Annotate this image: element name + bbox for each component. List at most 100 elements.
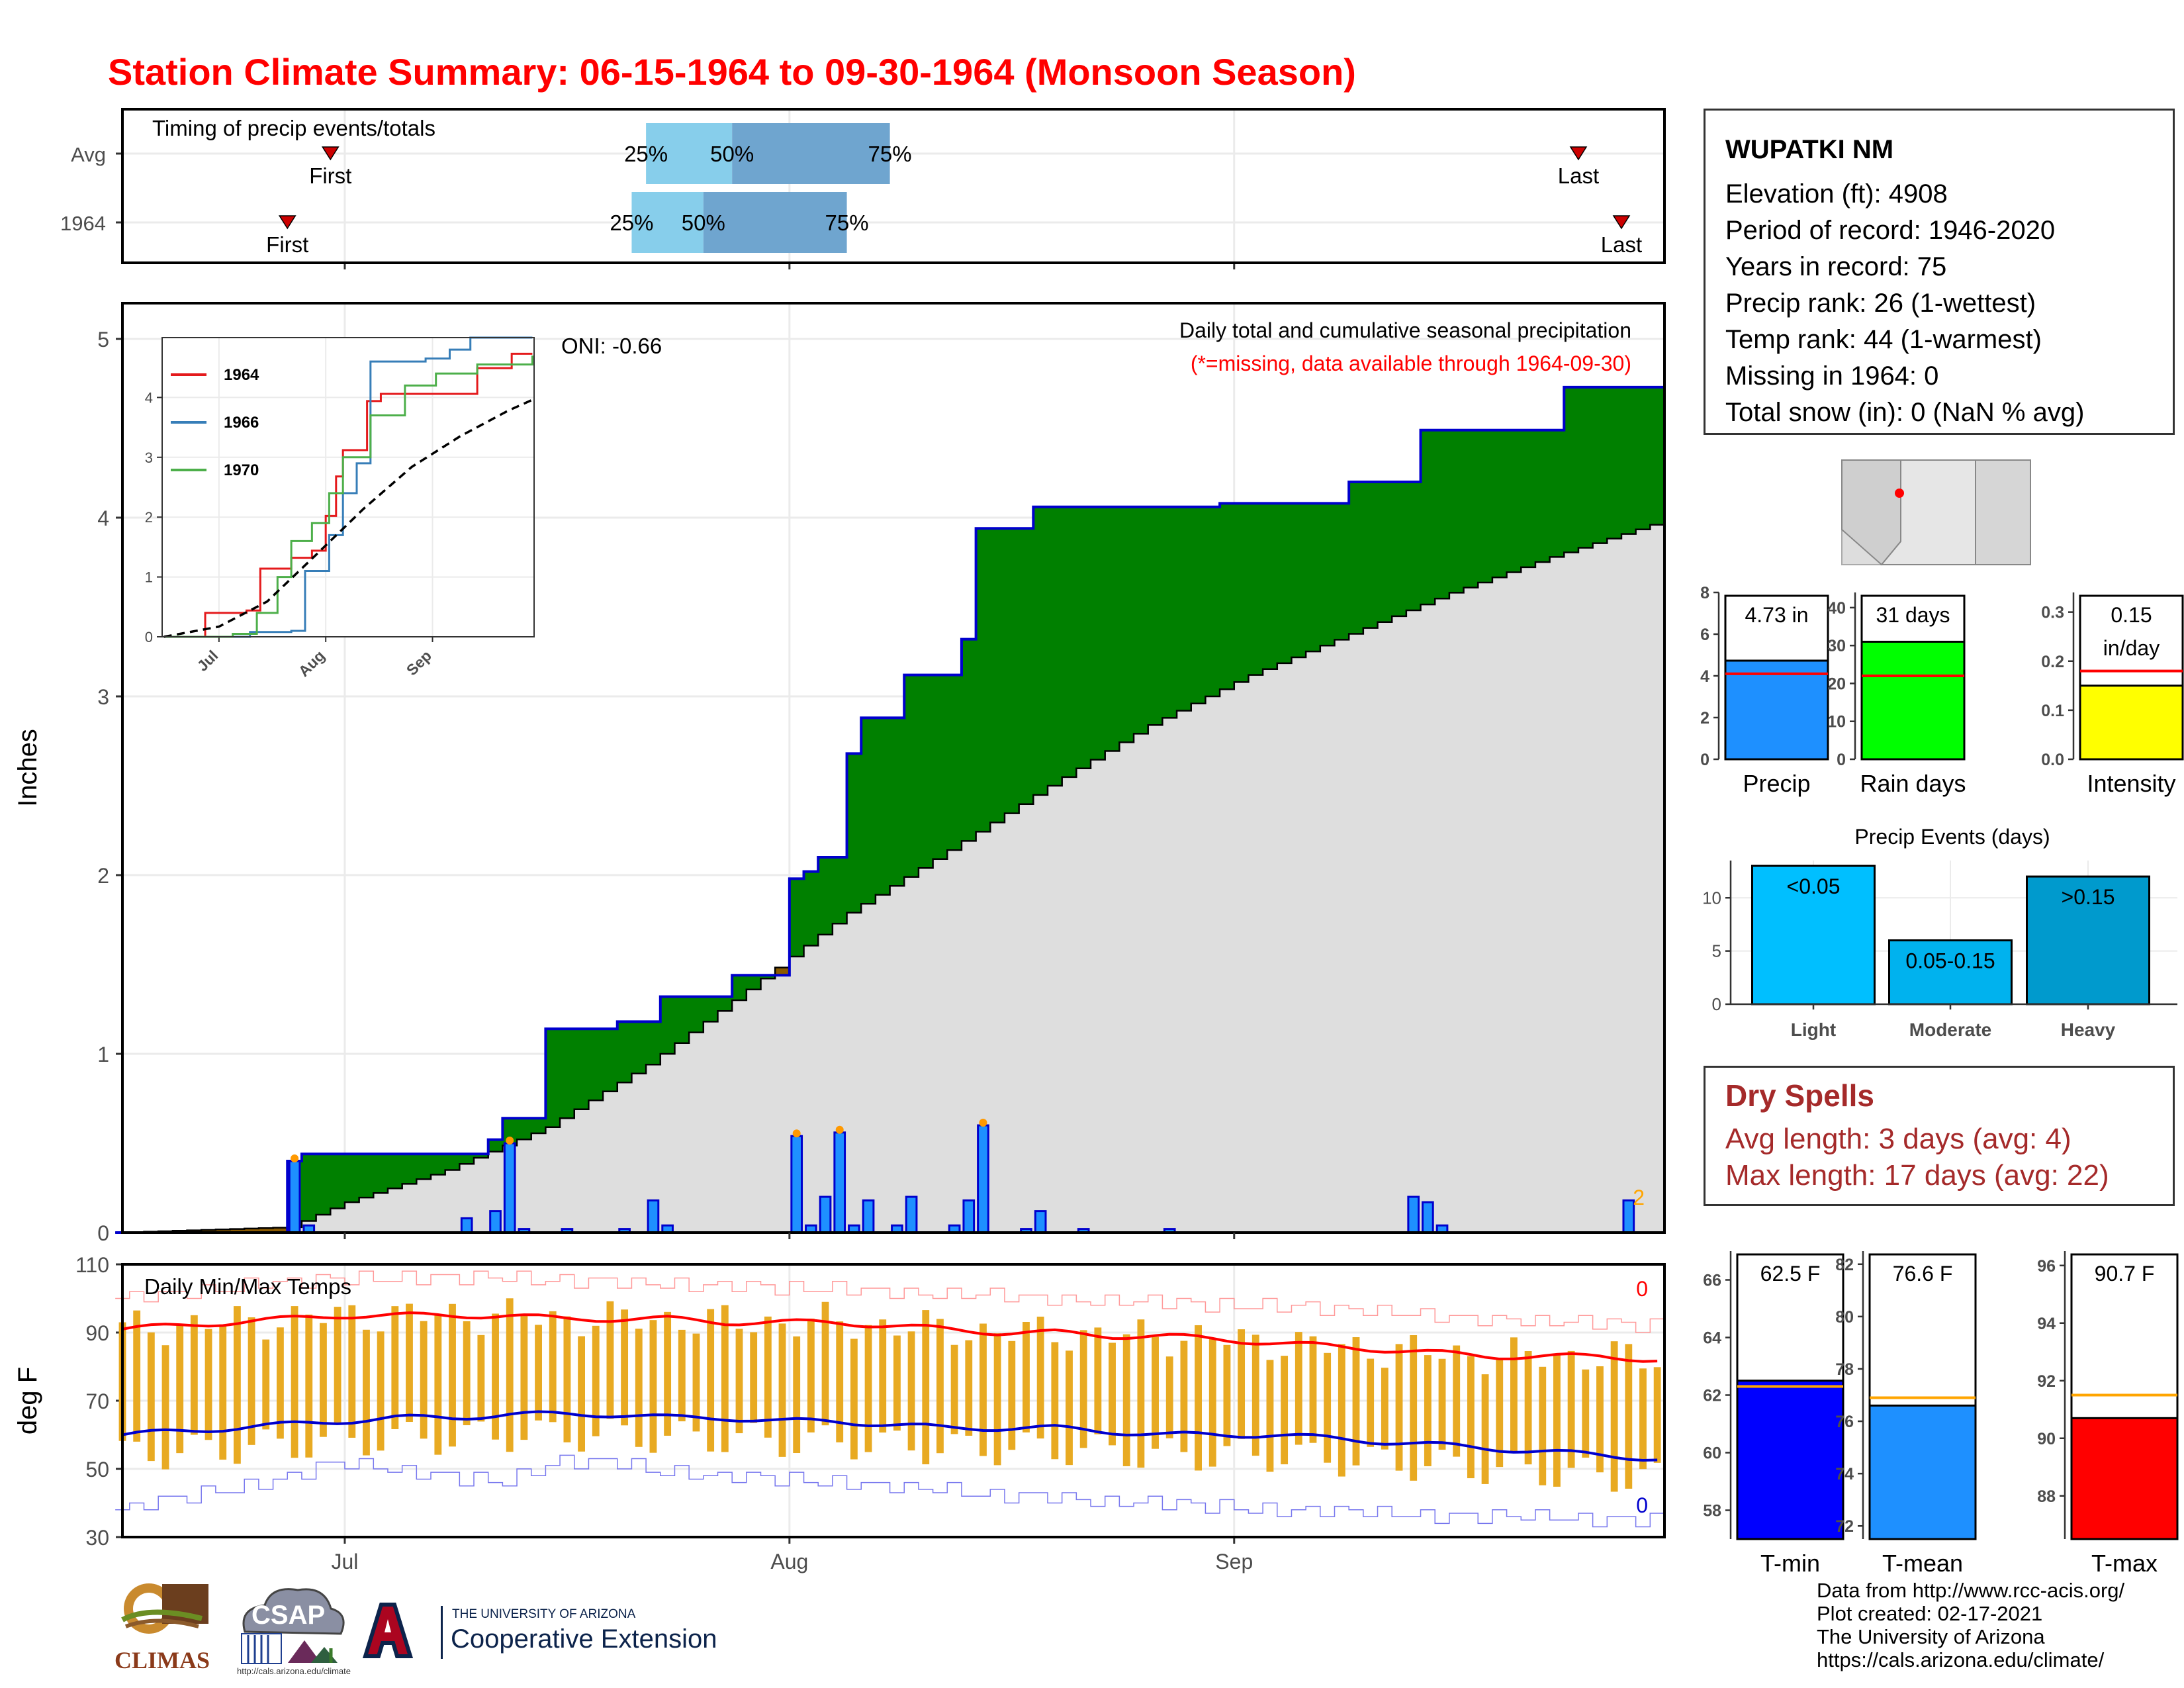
daily-temp-range-bar	[391, 1306, 399, 1429]
summary-y-tick-label: 6	[1700, 626, 1709, 644]
precip-y-tick-label: 2	[97, 864, 109, 888]
events-bar	[2026, 875, 2150, 1006]
quartile-bar-50-75	[732, 123, 890, 184]
summary-value-bar	[1868, 1404, 1977, 1540]
daily-temp-range-bar	[1023, 1322, 1030, 1432]
station-name: WUPATKI NM	[1725, 135, 1894, 164]
daily-temp-range-bar	[621, 1309, 629, 1426]
event-marker-first	[321, 146, 340, 161]
daily-temp-range-bar	[1395, 1344, 1403, 1471]
events-bar	[1888, 939, 2013, 1006]
events-category-label: Light	[1791, 1019, 1836, 1040]
summary-category-label: T-max	[2091, 1550, 2158, 1577]
daily-temp-range-bar	[535, 1325, 542, 1421]
timing-row-label: 1964	[60, 212, 106, 235]
credits: Data from http://www.rcc-acis.org/ Plot …	[1817, 1579, 2124, 1671]
daily-temp-range-bar	[807, 1318, 815, 1432]
daily-temp-range-bar	[793, 1336, 801, 1454]
ua-small-text: THE UNIVERSITY OF ARIZONA	[452, 1607, 636, 1621]
summary-y-tick-label: 60	[1703, 1444, 1721, 1463]
map-arizona-shape	[1880, 459, 1976, 565]
credit-url: https://cals.arizona.edu/climate/	[1817, 1648, 2105, 1671]
summary-y-tick-label: 66	[1703, 1272, 1721, 1290]
summary-y-tick-label: 90	[2037, 1430, 2056, 1448]
summary-y-tick-label: 0	[1700, 751, 1709, 769]
daily-temp-range-bar	[1281, 1356, 1289, 1465]
daily-temp-range-bar	[606, 1301, 614, 1419]
summary-value-bar	[1724, 659, 1829, 761]
daily-temp-range-bar	[950, 1344, 958, 1434]
avg-max-temp-line	[122, 1311, 1658, 1363]
events-category-label: Heavy	[2061, 1019, 2116, 1040]
summary-value-label: 90.7 F	[2095, 1262, 2155, 1286]
events-category-label: Moderate	[1909, 1019, 1991, 1040]
daily-temp-range-bar	[1510, 1337, 1518, 1454]
daily-temp-range-bar	[563, 1316, 571, 1442]
daily-temp-range-bar	[147, 1332, 155, 1462]
inset-series-line-average	[163, 399, 533, 638]
daily-temp-range-bar	[1051, 1342, 1059, 1460]
summary-y-tick-label: 64	[1703, 1329, 1721, 1348]
temp-panel-border	[121, 1263, 1666, 1538]
daily-temp-range-bar	[1496, 1358, 1504, 1468]
daily-temp-range-bar	[1596, 1366, 1604, 1473]
daily-precip-bar	[503, 1142, 516, 1234]
precip-panel-border	[121, 302, 1666, 1234]
summary-y-tick-label: 0	[1837, 751, 1846, 769]
daily-temp-range-bar	[406, 1303, 413, 1423]
daily-temp-range-bar	[262, 1339, 270, 1430]
events-y-tick-label: 0	[1712, 994, 1721, 1014]
daily-temp-range-bar	[1152, 1336, 1159, 1449]
precip-panel-title: Daily total and cumulative seasonal prec…	[1179, 318, 1631, 342]
quartile-label-25: 25%	[610, 211, 653, 235]
temp-panel-title: Daily Min/Max Temps	[144, 1274, 351, 1299]
credit-university: The University of Arizona	[1817, 1625, 2045, 1648]
daily-temp-range-bar	[477, 1335, 485, 1422]
timing-panel-border	[121, 108, 1666, 264]
daily-temp-range-bar	[965, 1340, 973, 1436]
credit-plot-created: Plot created: 02-17-2021	[1817, 1602, 2043, 1625]
daily-precip-bar	[833, 1131, 846, 1234]
daily-temp-range-bar	[1338, 1344, 1345, 1477]
daily-temp-range-bar	[1324, 1352, 1332, 1463]
daily-temp-range-bar	[1094, 1327, 1102, 1434]
csap-wordmark: CSAP	[251, 1601, 326, 1630]
precip-panel-subtitle: (*=missing, data available through 1964-…	[1191, 352, 1631, 375]
events-panel-title: Precip Events (days)	[1854, 825, 2050, 849]
daily-temp-range-bar	[291, 1306, 298, 1458]
summary-category-label: T-mean	[1882, 1550, 1963, 1577]
map-neighbor-shape	[1975, 459, 2031, 565]
daily-temp-range-bar	[233, 1306, 241, 1464]
precip-y-tick-label: 4	[97, 506, 109, 530]
daily-temp-range-bar	[190, 1315, 198, 1435]
inset-series-line-1970	[163, 355, 533, 638]
daily-temp-range-bar	[1109, 1342, 1116, 1446]
daily-temp-range-bar	[664, 1311, 672, 1436]
daily-temp-range-bar	[463, 1321, 471, 1426]
daily-precip-bar	[1422, 1201, 1434, 1234]
daily-temp-range-bar	[936, 1319, 944, 1454]
temp-y-tick-label: 110	[75, 1253, 109, 1277]
oni-label: ONI: -0.66	[561, 334, 662, 358]
daily-temp-range-bar	[635, 1329, 643, 1447]
daily-precip-bar	[977, 1124, 989, 1234]
summary-y-tick-label: 40	[1827, 599, 1846, 618]
inset-series-line-1966	[163, 336, 533, 638]
event-marker-last	[1612, 215, 1631, 230]
dry-spells-box: Dry Spells Avg length: 3 days (avg: 4) M…	[1704, 1066, 2175, 1206]
daily-temp-range-bar	[1223, 1344, 1231, 1446]
event-label-first: First	[266, 232, 308, 257]
timing-row-label: Avg	[71, 143, 106, 166]
quartile-bar-25-50	[631, 192, 704, 253]
inset-legend-label: 1970	[224, 461, 259, 479]
daily-temp-range-bar	[1553, 1354, 1561, 1487]
daily-precip-max-marker	[792, 1129, 801, 1138]
quartile-label-50: 50%	[710, 142, 754, 166]
daily-temp-range-bar	[205, 1329, 212, 1440]
daily-temp-range-bar	[1036, 1317, 1044, 1439]
daily-temp-range-bar	[1539, 1366, 1547, 1485]
inset-y-tick-label: 2	[145, 509, 153, 526]
record-high-line	[115, 1270, 1664, 1333]
summary-value-unit: in/day	[2103, 636, 2160, 660]
daily-temp-range-bar	[1610, 1341, 1618, 1492]
